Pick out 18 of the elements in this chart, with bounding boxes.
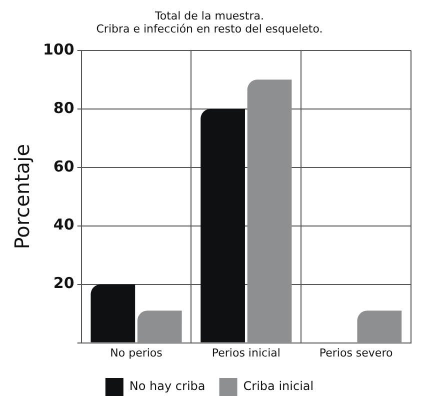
y-tick-label: 80 — [53, 98, 74, 117]
y-axis-title: Porcentaje — [10, 144, 34, 250]
bar — [90, 284, 136, 342]
y-tick-label: 40 — [53, 216, 74, 234]
bar — [137, 310, 182, 342]
y-tick-label: 20 — [53, 274, 74, 292]
legend-label: Criba inicial — [243, 379, 314, 394]
legend-label: No hay criba — [129, 379, 206, 394]
y-tick-label: 60 — [53, 157, 74, 176]
x-tick-label: Perios inicial — [212, 346, 280, 360]
bar — [357, 310, 402, 342]
chart-title: Total de la muestra. — [154, 9, 264, 22]
x-tick-label: Perios severo — [319, 346, 393, 360]
x-tick-label: No perios — [110, 346, 163, 360]
bar — [247, 80, 292, 342]
chart-subtitle: Cribra e infección en resto del esqueleto. — [96, 22, 323, 36]
bar — [200, 108, 245, 342]
y-tick-label: 100 — [43, 40, 74, 58]
